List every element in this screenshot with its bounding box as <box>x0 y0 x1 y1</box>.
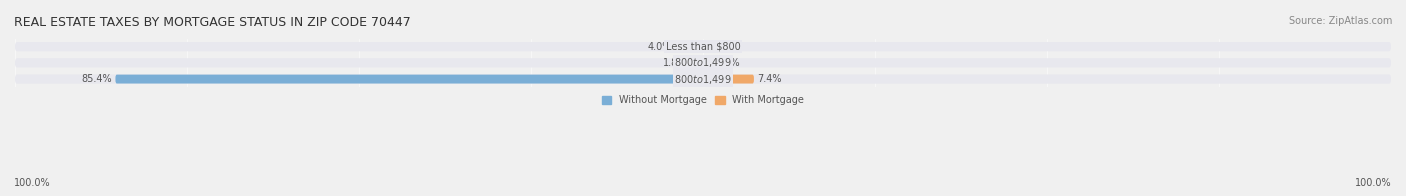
FancyBboxPatch shape <box>15 42 1391 51</box>
Text: Less than $800: Less than $800 <box>665 42 741 52</box>
Text: REAL ESTATE TAXES BY MORTGAGE STATUS IN ZIP CODE 70447: REAL ESTATE TAXES BY MORTGAGE STATUS IN … <box>14 16 411 29</box>
FancyBboxPatch shape <box>15 58 1391 67</box>
Text: 4.0%: 4.0% <box>648 42 672 52</box>
Text: 100.0%: 100.0% <box>14 178 51 188</box>
FancyBboxPatch shape <box>703 42 706 51</box>
Text: $800 to $1,499: $800 to $1,499 <box>675 73 731 86</box>
Text: $800 to $1,499: $800 to $1,499 <box>675 56 731 69</box>
FancyBboxPatch shape <box>675 42 703 51</box>
Text: 1.8%: 1.8% <box>662 58 688 68</box>
Text: 85.4%: 85.4% <box>82 74 112 84</box>
Text: 7.4%: 7.4% <box>758 74 782 84</box>
FancyBboxPatch shape <box>703 75 754 83</box>
Text: 0.37%: 0.37% <box>709 58 740 68</box>
Text: Source: ZipAtlas.com: Source: ZipAtlas.com <box>1288 16 1392 26</box>
Text: 0.4%: 0.4% <box>709 42 734 52</box>
FancyBboxPatch shape <box>15 74 1391 84</box>
Legend: Without Mortgage, With Mortgage: Without Mortgage, With Mortgage <box>598 91 808 109</box>
Text: 100.0%: 100.0% <box>1355 178 1392 188</box>
FancyBboxPatch shape <box>690 58 703 67</box>
FancyBboxPatch shape <box>703 58 706 67</box>
FancyBboxPatch shape <box>115 75 703 83</box>
